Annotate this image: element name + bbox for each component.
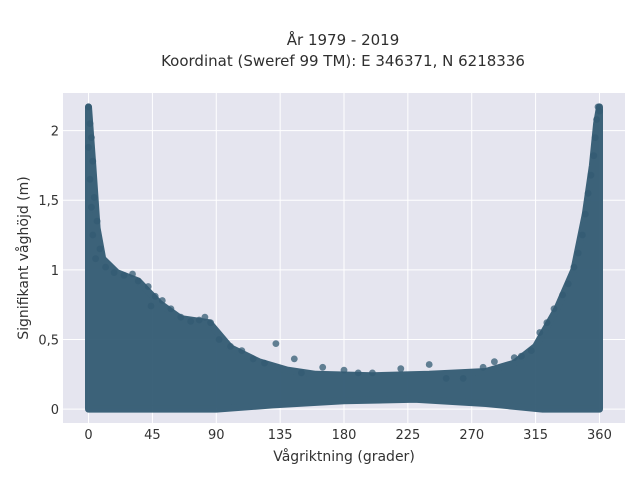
data-point — [85, 103, 92, 111]
data-point — [559, 291, 566, 299]
data-point — [134, 277, 142, 285]
data-point — [92, 255, 99, 263]
x-tick-label: 45 — [144, 428, 161, 443]
chart-title-line2: Koordinat (Sweref 99 TM): E 346371, N 62… — [161, 52, 525, 70]
scatter-points — [85, 103, 603, 382]
data-point — [120, 272, 128, 279]
x-tick-label: 225 — [395, 428, 420, 443]
data-point — [369, 369, 376, 377]
data-cloud — [85, 103, 603, 413]
data-point — [227, 343, 234, 350]
data-point — [570, 263, 578, 271]
y-axis-label: Signifikant våghöjd (m) — [15, 176, 32, 339]
data-point — [579, 231, 586, 239]
y-tick-label: 1,5 — [38, 194, 59, 209]
data-point — [290, 355, 298, 363]
x-tick-label: 180 — [332, 428, 357, 443]
x-tick-label: 0 — [84, 428, 92, 443]
data-point — [167, 305, 175, 313]
x-tick-label: 135 — [268, 428, 293, 443]
x-tick-label: 315 — [523, 428, 548, 443]
point-cloud-area — [85, 103, 603, 413]
data-point — [93, 217, 101, 225]
y-tick-label: 0,5 — [38, 333, 59, 348]
data-point — [574, 249, 582, 257]
data-point — [536, 329, 544, 336]
data-point — [587, 171, 595, 179]
data-point — [177, 313, 185, 321]
x-tick-label: 90 — [208, 428, 225, 443]
data-point — [590, 152, 598, 160]
data-point — [564, 280, 572, 288]
data-point — [298, 369, 305, 377]
data-point — [340, 366, 348, 374]
data-point — [90, 194, 98, 201]
data-point — [518, 352, 525, 360]
data-point — [459, 375, 467, 382]
x-axis-label: Vågriktning (grader) — [273, 448, 415, 465]
x-tick-labels: 0 45 90 135 180 225 270 315 360 — [84, 428, 611, 443]
data-point — [550, 305, 558, 313]
data-point — [319, 363, 327, 371]
data-point — [151, 292, 159, 300]
data-point — [89, 157, 97, 165]
data-point — [102, 263, 109, 271]
data-point — [591, 134, 599, 142]
data-point — [85, 143, 92, 151]
data-point — [147, 302, 155, 310]
data-point — [129, 270, 136, 278]
data-point — [86, 120, 94, 127]
data-point — [187, 318, 195, 325]
data-point — [195, 316, 203, 324]
data-point — [96, 245, 104, 253]
y-tick-label: 2 — [51, 125, 59, 140]
data-point — [593, 116, 600, 123]
data-point — [596, 107, 603, 115]
data-point — [527, 347, 535, 354]
data-point — [425, 361, 433, 368]
data-point — [584, 189, 592, 197]
x-tick-label: 270 — [459, 428, 484, 443]
data-point — [249, 355, 257, 363]
data-point — [543, 319, 551, 327]
data-point — [201, 313, 209, 321]
data-point — [510, 354, 518, 361]
data-point — [215, 336, 223, 343]
data-point — [261, 359, 268, 367]
data-point — [238, 347, 246, 354]
data-point — [491, 358, 498, 366]
data-point — [442, 375, 450, 382]
data-point — [89, 231, 97, 239]
data-point — [397, 365, 405, 373]
data-point — [86, 175, 94, 183]
data-point — [158, 297, 166, 304]
x-tick-label: 360 — [587, 428, 612, 443]
data-point — [354, 369, 362, 377]
data-point — [88, 203, 95, 211]
data-point — [144, 283, 152, 290]
y-tick-label: 1 — [51, 264, 59, 279]
chart-title-line1: År 1979 - 2019 — [287, 30, 400, 49]
y-tick-labels: 0 0,5 1 1,5 2 — [38, 125, 59, 418]
data-point — [110, 269, 118, 276]
y-tick-label: 0 — [51, 403, 59, 418]
data-point — [479, 363, 487, 371]
data-point — [272, 340, 280, 347]
data-point — [207, 319, 215, 327]
data-point — [581, 210, 589, 218]
data-point — [88, 134, 95, 142]
